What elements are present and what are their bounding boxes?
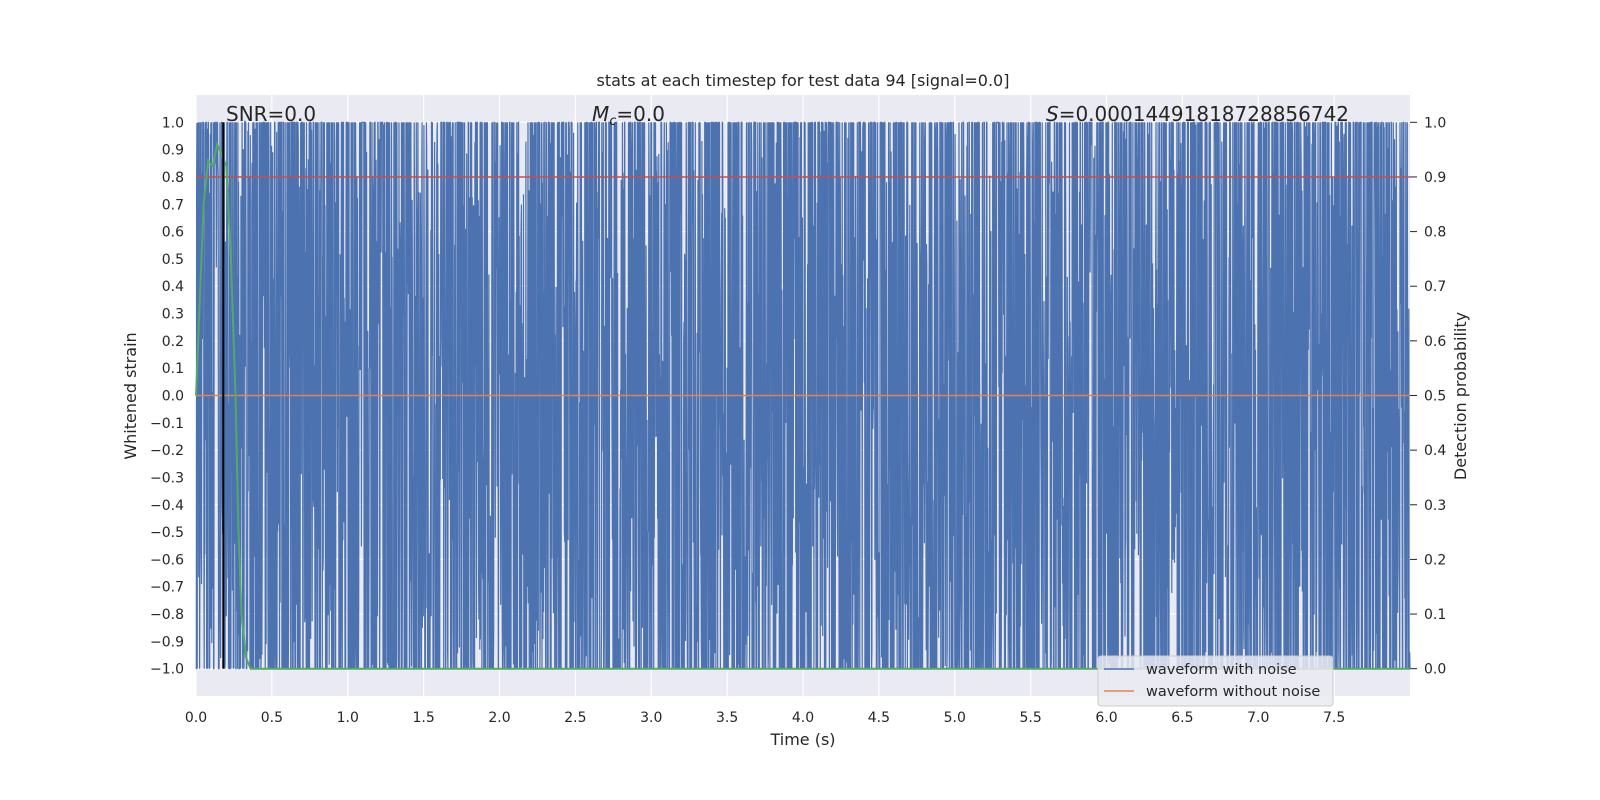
y-left-tick-label: 0.1 xyxy=(162,361,184,377)
x-axis: 0.0 0.5 1.0 1.5 2.0 2.5 3.0 3.5 4.0 4.5 5.0 5.5 6.0 6… xyxy=(185,710,1345,726)
x-tick-label: 3.5 xyxy=(716,710,738,726)
x-tick-label: 6.0 xyxy=(1095,710,1117,726)
s-value: =0.00014491818728856742 xyxy=(1059,102,1349,126)
y-left-tick-label: −0.2 xyxy=(150,443,184,459)
s-annotation: S=0.00014491818728856742 xyxy=(1046,102,1349,126)
y-left-tick-label: −0.7 xyxy=(150,580,184,596)
y-left-tick-label: −0.9 xyxy=(150,634,184,650)
mc-value: =0.0 xyxy=(616,102,665,126)
x-tick-label: 2.0 xyxy=(488,710,510,726)
y-left-tick-label: 0.6 xyxy=(162,225,184,241)
y-left-tick-label: −0.5 xyxy=(150,525,184,541)
y-left-tick-label: 0.0 xyxy=(162,389,184,405)
chirp-mass-annotation: Mc=0.0 xyxy=(592,102,665,129)
y-right-tick-label: 0.7 xyxy=(1424,279,1446,295)
y-left-tick-label: −0.3 xyxy=(150,470,184,486)
y-left-tick-label: −0.4 xyxy=(150,498,184,514)
y-axis-left-label: Whitened strain xyxy=(121,332,140,459)
x-tick-label: 7.0 xyxy=(1247,710,1269,726)
y-right-tick-label: 0.8 xyxy=(1424,225,1446,241)
s-symbol: S xyxy=(1046,102,1059,126)
y-axis-right-label: Detection probability xyxy=(1451,312,1470,480)
legend-label-clean: waveform without noise xyxy=(1146,684,1320,700)
x-tick-label: 5.5 xyxy=(1019,710,1041,726)
y-right-tick-label: 0.1 xyxy=(1424,607,1446,623)
y-left-tick-label: 0.9 xyxy=(162,143,184,159)
y-right-tick-label: 0.4 xyxy=(1424,443,1446,459)
x-tick-label: 7.5 xyxy=(1323,710,1345,726)
y-left-tick-label: 0.3 xyxy=(162,307,184,323)
y-left-tick-label: 0.2 xyxy=(162,334,184,350)
x-tick-label: 1.5 xyxy=(412,710,434,726)
legend-box xyxy=(1097,655,1334,707)
series-detection-probability xyxy=(195,140,1410,670)
y-left-tick-label: 0.5 xyxy=(162,252,184,268)
x-tick-label: 4.5 xyxy=(868,710,890,726)
y-right-tick-label: 0.5 xyxy=(1424,389,1446,405)
y-right-tick-label: 0.9 xyxy=(1424,170,1446,186)
mc-subscript: c xyxy=(609,114,616,129)
snr-annotation: SNR=0.0 xyxy=(226,102,316,126)
x-tick-label: 1.0 xyxy=(337,710,359,726)
x-axis-label: Time (s) xyxy=(769,730,835,749)
x-tick-label: 5.0 xyxy=(944,710,966,726)
y-left-tick-label: −0.8 xyxy=(150,607,184,623)
y-left-tick-label: 0.4 xyxy=(162,279,184,295)
y-right-tick-label: 0.2 xyxy=(1424,552,1446,568)
y-axis-right: 1.0 0.9 0.8 0.7 0.6 0.5 0.4 0.3 0.2 0.1 0.0 xyxy=(1410,115,1446,678)
mc-symbol: M xyxy=(592,102,609,126)
chart-title: stats at each timestep for test data 94 … xyxy=(597,71,1010,90)
y-left-tick-label: −1.0 xyxy=(150,662,184,678)
y-left-tick-label: −0.1 xyxy=(150,416,184,432)
y-right-tick-label: 0.3 xyxy=(1424,498,1446,514)
y-axis-left: 1.0 0.9 0.8 0.7 0.6 0.5 0.4 0.3 0.2 0.1 0.0 −0.1 −0.… xyxy=(150,115,184,677)
legend: waveform with noise waveform without noi… xyxy=(1097,655,1334,707)
y-left-tick-label: −0.6 xyxy=(150,552,184,568)
y-right-tick-label: 1.0 xyxy=(1424,115,1446,131)
y-left-tick-label: 0.7 xyxy=(162,197,184,213)
legend-label-noise: waveform with noise xyxy=(1146,662,1297,678)
x-tick-label: 0.5 xyxy=(261,710,283,726)
x-tick-label: 3.0 xyxy=(640,710,662,726)
x-tick-label: 0.0 xyxy=(185,710,207,726)
x-tick-label: 2.5 xyxy=(564,710,586,726)
x-tick-label: 4.0 xyxy=(792,710,814,726)
x-tick-label: 6.5 xyxy=(1171,710,1193,726)
y-left-tick-label: 1.0 xyxy=(162,115,184,131)
y-right-tick-label: 0.0 xyxy=(1424,662,1446,678)
y-left-tick-label: 0.8 xyxy=(162,170,184,186)
y-right-tick-label: 0.6 xyxy=(1424,334,1446,350)
